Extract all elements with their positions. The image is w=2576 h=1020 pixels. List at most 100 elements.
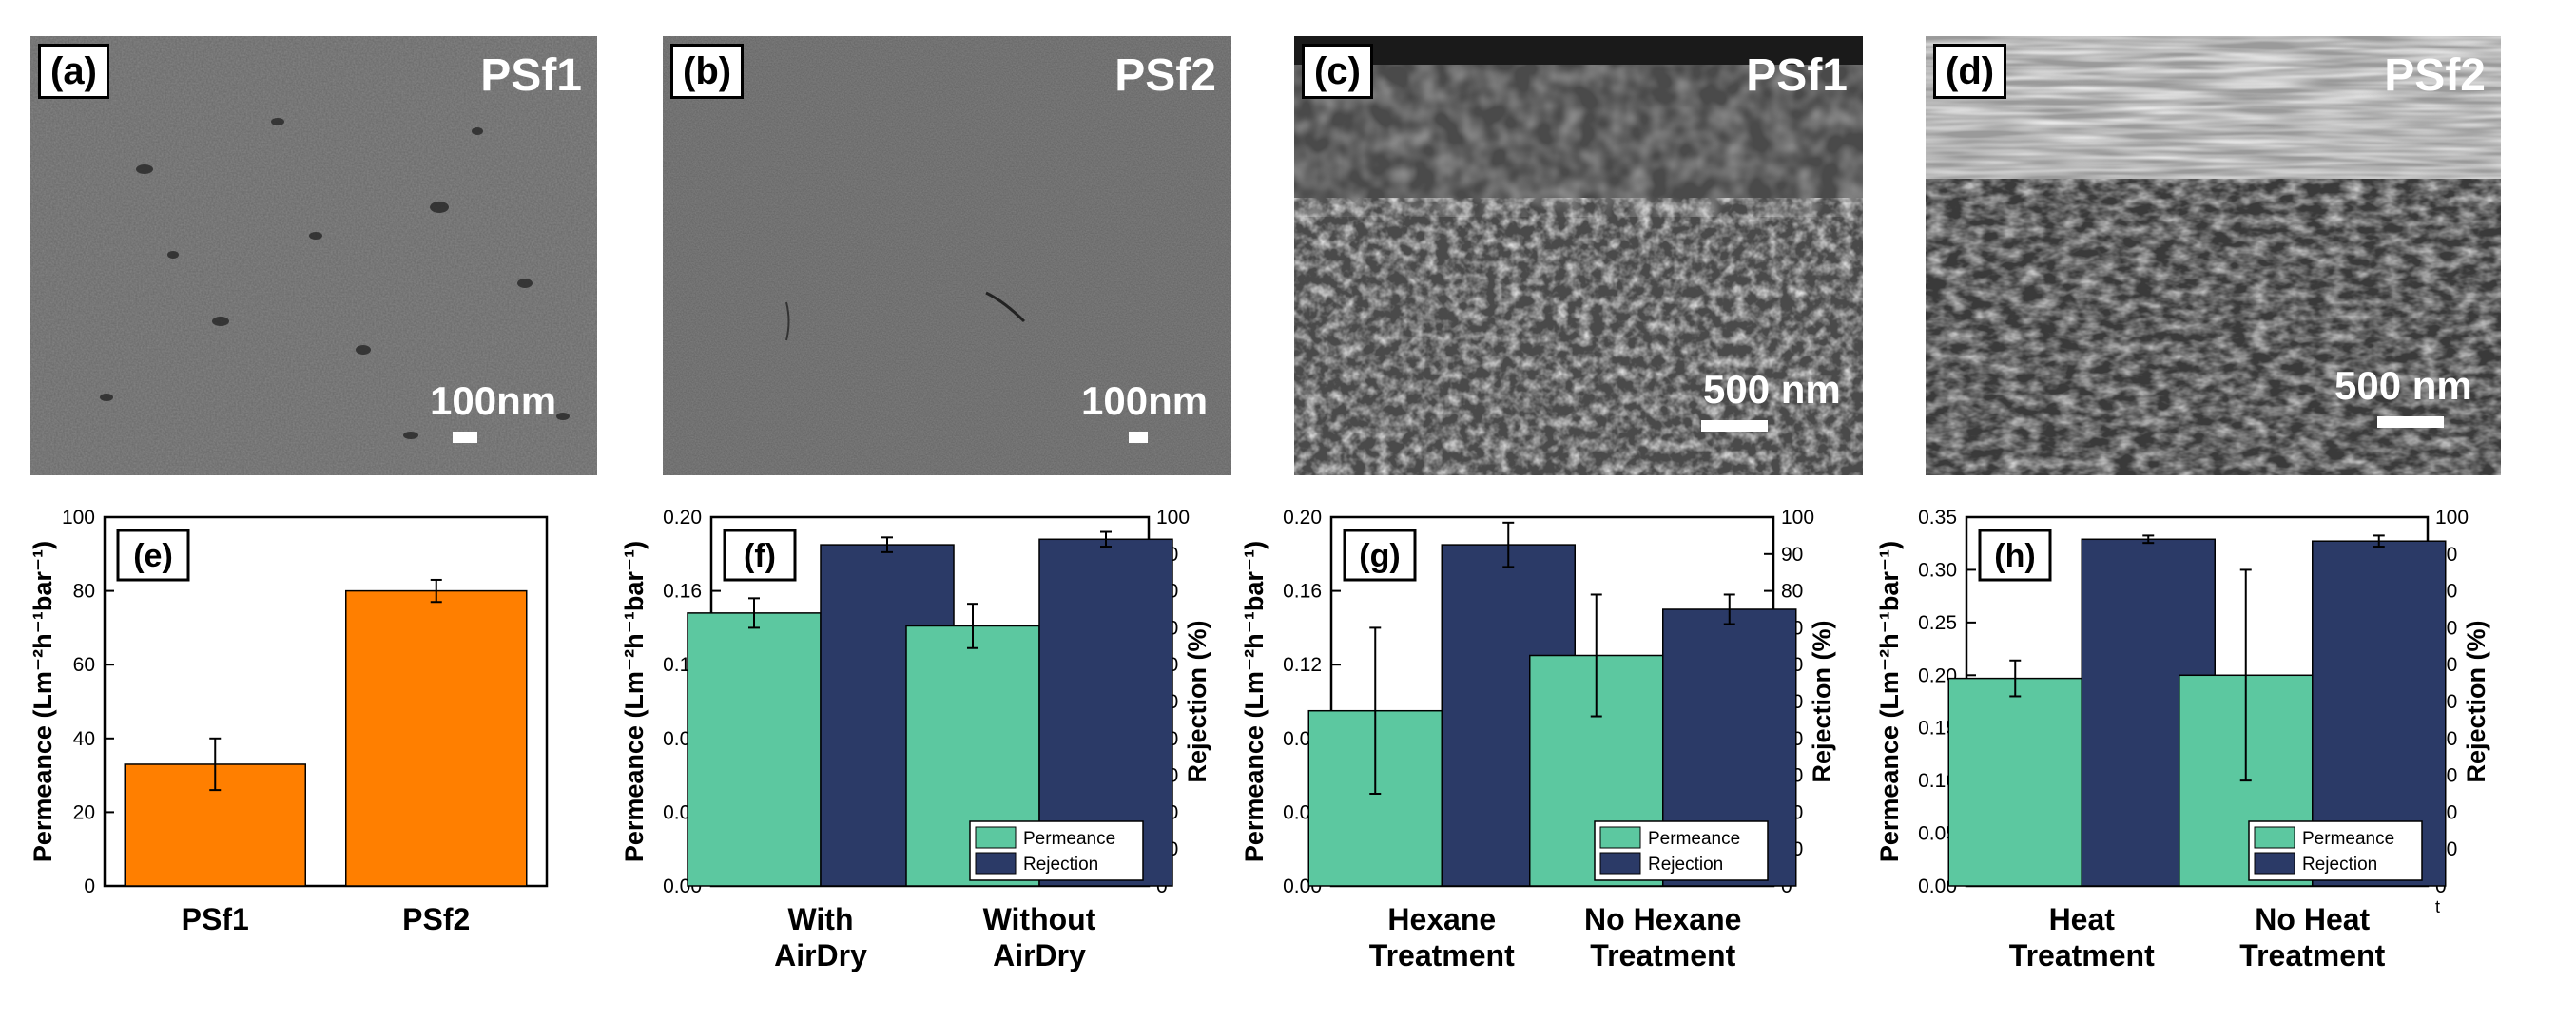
panel-tag: (g)	[1343, 529, 1417, 582]
panel-tag: (a)	[38, 44, 109, 99]
y-axis-label: Permeance (Lm⁻²h⁻¹bar⁻¹)	[1240, 541, 1269, 862]
y2-axis-label: Rejection (%)	[2462, 620, 2490, 782]
category-label-line: Treatment	[1369, 938, 1515, 972]
y-axis-label: Permeance (Lm⁻²h⁻¹bar⁻¹)	[29, 541, 57, 862]
panel-tag: (b)	[670, 44, 745, 99]
bar	[345, 589, 528, 887]
y-tick-label: 40	[73, 728, 95, 750]
sample-label: PSf1	[1746, 50, 1848, 101]
y-tick-label: 0.16	[663, 581, 702, 603]
panel-tag-box	[116, 529, 190, 582]
legend-swatch	[1599, 826, 1641, 849]
y-axis-label: Permeance (Lm⁻²h⁻¹bar⁻¹)	[620, 541, 649, 862]
scale-bar-label: 100nm	[1081, 378, 1209, 423]
panel-tag-box	[1343, 529, 1417, 582]
scale-bar-label: 500 nm	[2334, 363, 2472, 408]
y-tick-label: 20	[73, 801, 95, 823]
panel-tag-label: (g)	[1359, 538, 1400, 574]
micrograph-b: (b) PSf2 100nm	[663, 36, 1231, 475]
panel-tag: (d)	[1933, 44, 2007, 99]
y-tick-label: 0	[84, 876, 95, 897]
panel-tag: (c)	[1302, 44, 1373, 99]
panel-tag: (e)	[116, 529, 190, 582]
y2-axis-label: Rejection (%)	[1808, 620, 1836, 782]
sem-image-cross-section-psf1	[1294, 36, 1863, 475]
plot-frame	[103, 515, 549, 888]
legend: Permeance Rejection	[2248, 820, 2423, 881]
y-tick-label: 0.16	[1283, 581, 1322, 603]
micrograph-d: (d) PSf2 500 nm	[1926, 36, 2501, 475]
y2-tick-label: 100	[1156, 507, 1190, 529]
legend-swatch	[1599, 852, 1641, 875]
scale-bar	[453, 432, 477, 443]
panel-tag-label: (f)	[744, 538, 776, 574]
legend-label: Rejection	[2302, 855, 2377, 875]
y-tick-label: 0.00	[1918, 876, 1957, 897]
y-tick-label: 0.20	[1283, 507, 1322, 529]
legend-label: Permeance	[2302, 829, 2394, 849]
category-label: No Hexane Treatment	[1584, 902, 1741, 972]
y-axis-label: Permeance (Lm⁻²h⁻¹bar⁻¹)	[1875, 541, 1904, 862]
panel-tag-label: (e)	[133, 538, 173, 574]
category-label-line: Treatment	[2239, 938, 2385, 972]
annotation: t	[2435, 897, 2440, 916]
category-label-line: Without	[983, 902, 1096, 936]
y2-tick-label: 90	[1781, 544, 1803, 566]
category-label-line: AirDry	[993, 938, 1086, 972]
sample-label: PSf1	[480, 50, 582, 101]
category-label-line: Heat	[2049, 902, 2116, 936]
panel-tag-label: (h)	[1994, 538, 2035, 574]
legend-label: Rejection	[1023, 855, 1098, 875]
sem-image-cross-section-psf2	[1926, 36, 2501, 475]
y-tick-label: 0.35	[1918, 507, 1957, 529]
y-tick-label: 0.10	[1918, 770, 1957, 792]
category-label: PSf2	[402, 902, 470, 936]
sample-label: PSf2	[2384, 50, 2486, 101]
y2-tick-label: 80	[1781, 581, 1803, 603]
legend-swatch	[975, 852, 1017, 875]
legend-swatch	[975, 826, 1017, 849]
y-tick-label: 0.12	[1283, 654, 1322, 676]
chart-panel: 0.00 0.05 0.10 0.15 0.20 0.25 0.30 0.35 Permeanc…	[1875, 507, 2490, 972]
category-label: Heat Treatment	[2009, 902, 2155, 972]
category-label-line: Hexane	[1387, 902, 1496, 936]
bar-charts: 0 20 40 60 80 100 Permeance (Lm⁻²h⁻¹bar⁻¹) PSf1…	[29, 507, 2490, 972]
y2-tick-label: 100	[1781, 507, 1814, 529]
category-label: PSf1	[182, 902, 249, 936]
scale-bar	[1129, 432, 1148, 443]
legend-label: Permeance	[1023, 829, 1115, 849]
scale-bar-label: 500 nm	[1703, 367, 1841, 412]
micrograph-c: (c) PSf1 500 nm	[1294, 36, 1863, 475]
legend: Permeance Rejection	[1594, 820, 1769, 881]
scale-bar	[1701, 420, 1768, 432]
y2-axis-label: Rejection (%)	[1183, 620, 1211, 782]
legend: Permeance Rejection	[969, 820, 1144, 881]
legend-swatch	[2254, 852, 2295, 875]
y-tick-label: 0.15	[1918, 718, 1957, 740]
bar	[1947, 677, 2082, 887]
y-tick-label: 0.25	[1918, 612, 1957, 634]
sem-image-surface-psf1	[30, 36, 597, 475]
legend-label: Rejection	[1648, 855, 1723, 875]
y-tick-label: 60	[73, 654, 95, 676]
y-tick-label: 80	[73, 581, 95, 603]
category-label-line: With	[787, 902, 853, 936]
y2-tick-label: 100	[2435, 507, 2469, 529]
category-label: Hexane Treatment	[1369, 902, 1515, 972]
category-label: Without AirDry	[983, 902, 1096, 972]
category-label-line: AirDry	[774, 938, 867, 972]
sample-label: PSf2	[1114, 50, 1216, 101]
y-tick-label: 0.05	[1918, 823, 1957, 845]
legend-swatch	[2254, 826, 2295, 849]
category-label-line: No Heat	[2255, 902, 2370, 936]
panel-tag: (f)	[723, 529, 797, 582]
panel-tag-box	[723, 529, 797, 582]
y-tick-label: 0.20	[663, 507, 702, 529]
category-label-line: PSf2	[402, 902, 470, 936]
category-label-line: Treatment	[1590, 938, 1735, 972]
y-tick-label: 0.20	[1918, 664, 1957, 686]
panel-tag-box	[1978, 529, 2052, 582]
